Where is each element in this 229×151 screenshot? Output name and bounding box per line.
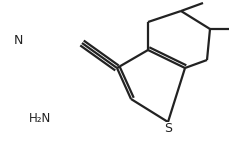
Text: N: N: [13, 34, 23, 48]
Text: S: S: [164, 122, 172, 135]
Text: H₂N: H₂N: [29, 112, 51, 125]
